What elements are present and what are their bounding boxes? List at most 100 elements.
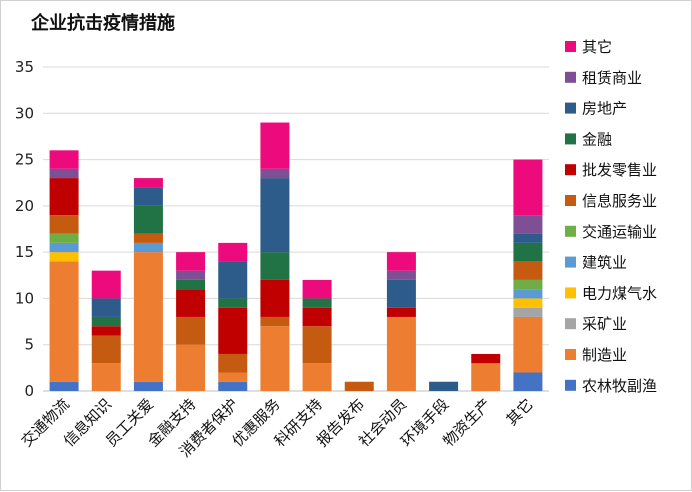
legend-swatch [565,287,576,299]
y-tick-label: 0 [24,382,34,400]
bar-segment [218,261,248,299]
bar-segment [513,372,543,391]
legend-label: 金融 [582,130,612,148]
y-tick-label: 5 [24,336,34,354]
bar-segment [513,159,543,216]
bar-segment [133,252,163,382]
bar-segment [260,252,290,280]
bar-segment [49,381,79,391]
bar-segment [49,168,79,179]
bar-segment [91,335,121,364]
bar-segment [302,307,332,327]
bar-segment [260,122,290,169]
bar-segment [176,344,206,391]
bar-segment [302,279,332,299]
bar-segment [49,150,79,169]
bar-segment [91,298,121,317]
bar-segment [302,326,332,364]
bar-segment [513,261,543,280]
bar-segment [49,252,79,262]
bar-segment [176,289,206,317]
bar-segment [49,261,79,382]
y-tick-label: 30 [15,104,34,122]
bar-segment [176,252,206,271]
legend-swatch [565,349,576,360]
legend-label: 交通运输业 [582,223,657,241]
bar-segment [218,372,248,382]
bar-segment [302,363,332,391]
bar-segment [260,279,290,317]
bar-segment [260,168,290,179]
legend-swatch [565,256,576,268]
legend-label: 信息服务业 [582,192,657,210]
y-tick-label: 25 [15,151,34,169]
bar-segment [218,381,248,391]
bar-segment [513,298,543,308]
bar-segment [386,252,416,271]
y-tick-label: 10 [15,289,34,307]
legend-label: 批发零售业 [582,161,657,179]
bar-segment [91,326,121,336]
bar-segment [49,215,79,234]
legend-swatch [565,195,576,206]
legend-swatch [565,379,576,391]
legend-label: 建筑业 [582,254,627,272]
bar-segment [302,298,332,308]
bar-segment [176,279,206,290]
legend-swatch [565,41,576,52]
chart-title: 企业抗击疫情措施 [31,13,175,34]
bar-segment [513,289,543,299]
bar-segment [513,316,543,373]
bar-segment [49,178,79,216]
legend-swatch [565,133,576,145]
bar-segment [218,353,248,373]
bar-segment [49,233,79,243]
bar-segment [133,205,163,234]
x-category-label: 其它 [503,395,537,429]
bar-segment [133,233,163,243]
legend-label: 租赁商业 [582,69,642,87]
bar-segment [344,381,374,391]
bar-segment [133,178,163,188]
legend-swatch [565,318,576,330]
bar-segment [513,215,543,234]
bar-segment [91,316,121,327]
bar-segment [260,316,290,327]
bar-segment [133,381,163,391]
legend-label: 其它 [582,38,612,56]
legend-swatch [565,71,576,83]
bar-segment [49,242,79,253]
bar-segment [91,363,121,391]
bar-segment [260,326,290,391]
legend-label: 采矿业 [582,315,627,333]
bar-segment [471,353,501,364]
bar-segment [133,187,163,206]
legend-label: 房地产 [582,100,627,118]
bar-segment [386,270,416,280]
bar-segment [133,242,163,253]
legend-swatch [565,225,576,237]
y-tick-label: 35 [15,58,34,76]
y-tick-label: 15 [15,243,34,261]
legend-label: 农林牧副渔 [582,377,657,395]
bar-segment [513,307,543,317]
bar-segment [386,307,416,317]
bar-segment [218,242,248,262]
legend-label: 制造业 [582,346,627,364]
bar-segment [513,279,543,290]
bar-segment [386,279,416,308]
bar-segment [218,307,248,354]
legend-swatch [565,164,576,176]
legend-swatch [565,102,576,114]
legend-label: 电力煤气水 [582,284,657,302]
bar-segment [91,270,121,299]
bar-segment [260,178,290,253]
bar-segment [176,316,206,345]
bar-segment [471,363,501,391]
bar-segment [513,242,543,262]
bar-segment [386,316,416,391]
bar-segment [176,270,206,280]
y-tick-label: 20 [15,197,34,215]
